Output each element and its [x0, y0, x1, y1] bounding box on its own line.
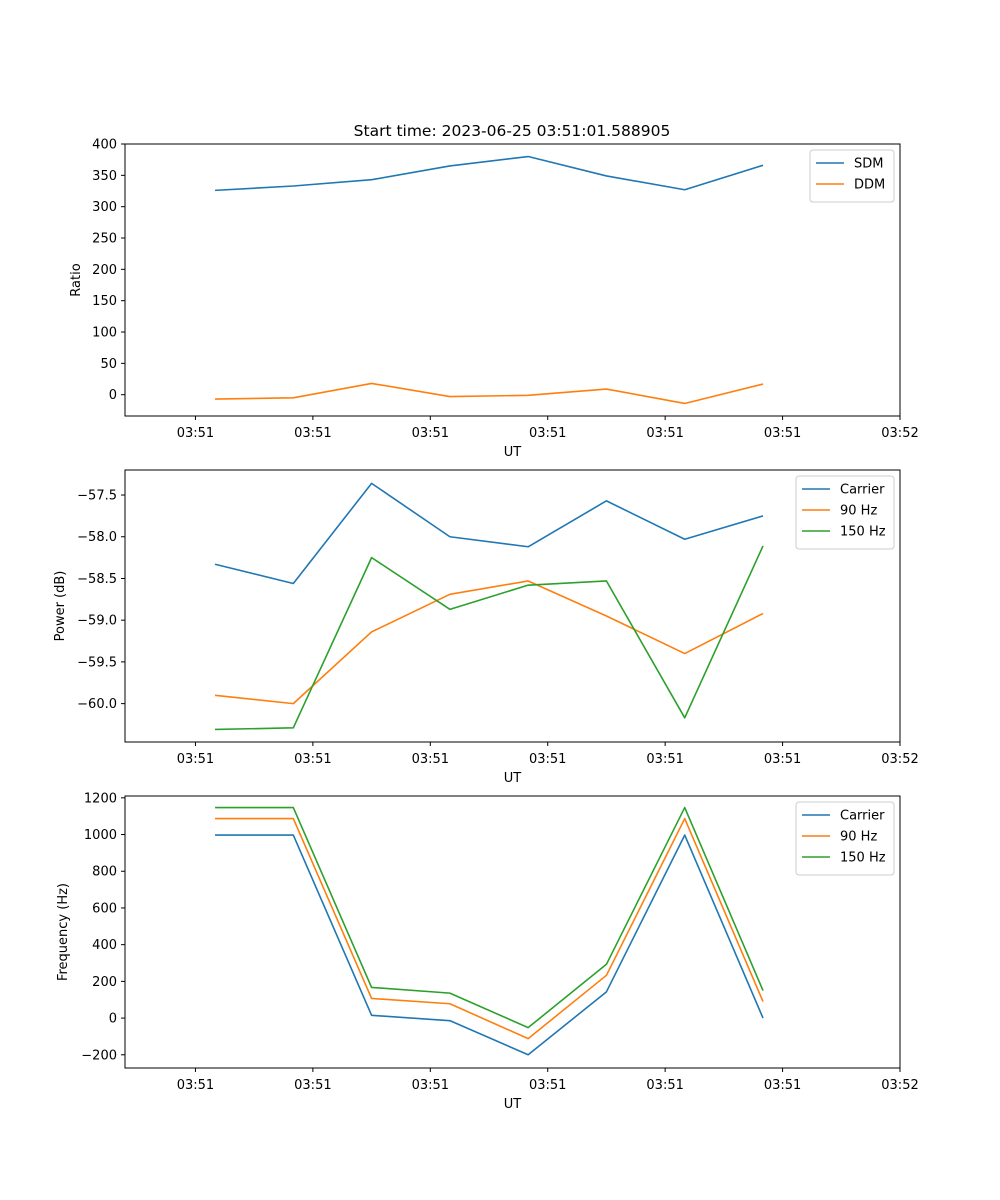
x-tick-label: 03:51	[529, 1078, 566, 1093]
plot-frame	[124, 469, 901, 743]
y-tick-label: −57.5	[77, 489, 117, 504]
x-tick-label: 03:51	[529, 752, 566, 767]
y-tick-label: −59.5	[77, 655, 117, 670]
legend-label: 150 Hz	[840, 525, 886, 540]
x-tick-label: 03:51	[529, 426, 566, 441]
x-tick-label: 03:51	[177, 426, 214, 441]
x-tick-label: 03:52	[881, 1078, 918, 1093]
x-tick-label: 03:52	[881, 752, 918, 767]
y-tick-label: 50	[100, 357, 117, 372]
series-line-ddm	[215, 382, 764, 405]
y-axis-label: Power (dB)	[53, 571, 68, 642]
legend-label: Carrier	[840, 483, 885, 498]
series-line-150-hz	[215, 806, 764, 1029]
y-tick-label: −58.0	[77, 530, 117, 545]
y-tick-label: 800	[92, 865, 117, 880]
x-tick-label: 03:51	[412, 426, 449, 441]
y-tick-label: 200	[92, 975, 117, 990]
legend: SDM DDM	[809, 149, 895, 203]
y-tick-label: 400	[92, 138, 117, 153]
series-line-carrier	[215, 834, 764, 1056]
x-tick-label: 03:52	[881, 426, 918, 441]
legend: Carrier 90 Hz 150 Hz	[795, 801, 895, 876]
x-tick-label: 03:51	[646, 752, 683, 767]
x-tick-label: 03:51	[294, 1078, 331, 1093]
x-tick-label: 03:51	[177, 1078, 214, 1093]
x-tick-label: 03:51	[646, 426, 683, 441]
legend-label: SDM	[854, 157, 883, 172]
y-tick-label: 250	[92, 232, 117, 247]
legend-label: 90 Hz	[840, 504, 877, 519]
legend-label: 90 Hz	[840, 830, 877, 845]
legend: Carrier 90 Hz 150 Hz	[795, 475, 895, 550]
x-axis-label: UT	[504, 445, 522, 460]
series-line-90-hz	[215, 817, 764, 1040]
x-tick-label: 03:51	[412, 752, 449, 767]
panel-power: 03:51 03:51 03:51 03:51 03:51 03:51 03:52 −57.5…	[53, 469, 919, 786]
x-tick-label: 03:51	[412, 1078, 449, 1093]
y-tick-label: 300	[92, 200, 117, 215]
y-tick-label: 150	[92, 294, 117, 309]
y-tick-label: 400	[92, 938, 117, 953]
series-line-90-hz	[214, 580, 764, 705]
figure-title: Start time: 2023-06-25 03:51:01.588905	[354, 122, 671, 140]
x-tick-label: 03:51	[294, 426, 331, 441]
y-tick-label: 1000	[84, 828, 117, 843]
x-tick-label: 03:51	[764, 752, 801, 767]
y-tick-label: −60.0	[77, 697, 117, 712]
legend-label: Carrier	[840, 809, 885, 824]
y-tick-label: 0	[109, 388, 117, 403]
series-line-sdm	[214, 155, 764, 192]
x-axis-label: UT	[504, 771, 522, 786]
x-tick-label: 03:51	[764, 426, 801, 441]
y-tick-label: −59.0	[77, 614, 117, 629]
x-tick-label: 03:51	[294, 752, 331, 767]
y-tick-label: 600	[92, 901, 117, 916]
legend-label: 150 Hz	[840, 851, 886, 866]
y-tick-label: 350	[92, 169, 117, 184]
y-tick-label: −58.5	[77, 572, 117, 587]
x-tick-label: 03:51	[764, 1078, 801, 1093]
x-axis-label: UT	[504, 1097, 522, 1112]
x-tick-label: 03:51	[646, 1078, 683, 1093]
y-tick-label: −200	[81, 1048, 117, 1063]
panel-frequency: 03:51 03:51 03:51 03:51 03:51 03:51 03:52 −200 0…	[56, 791, 919, 1112]
series-line-carrier	[214, 482, 764, 585]
y-tick-label: 100	[92, 326, 117, 341]
y-tick-label: 0	[109, 1012, 117, 1027]
y-axis-label: Ratio	[69, 263, 84, 296]
legend-label: DDM	[854, 178, 885, 193]
series-line-150-hz	[215, 545, 764, 731]
plot-frame	[124, 795, 901, 1069]
y-tick-label: 200	[92, 263, 117, 278]
x-tick-label: 03:51	[177, 752, 214, 767]
panel-ratio: 03:51 03:51 03:51 03:51 03:51 03:51 03:52 0 50 10…	[69, 138, 919, 461]
y-tick-label: 1200	[84, 791, 117, 806]
y-axis-label: Frequency (Hz)	[56, 883, 71, 981]
plot-frame	[124, 143, 901, 417]
